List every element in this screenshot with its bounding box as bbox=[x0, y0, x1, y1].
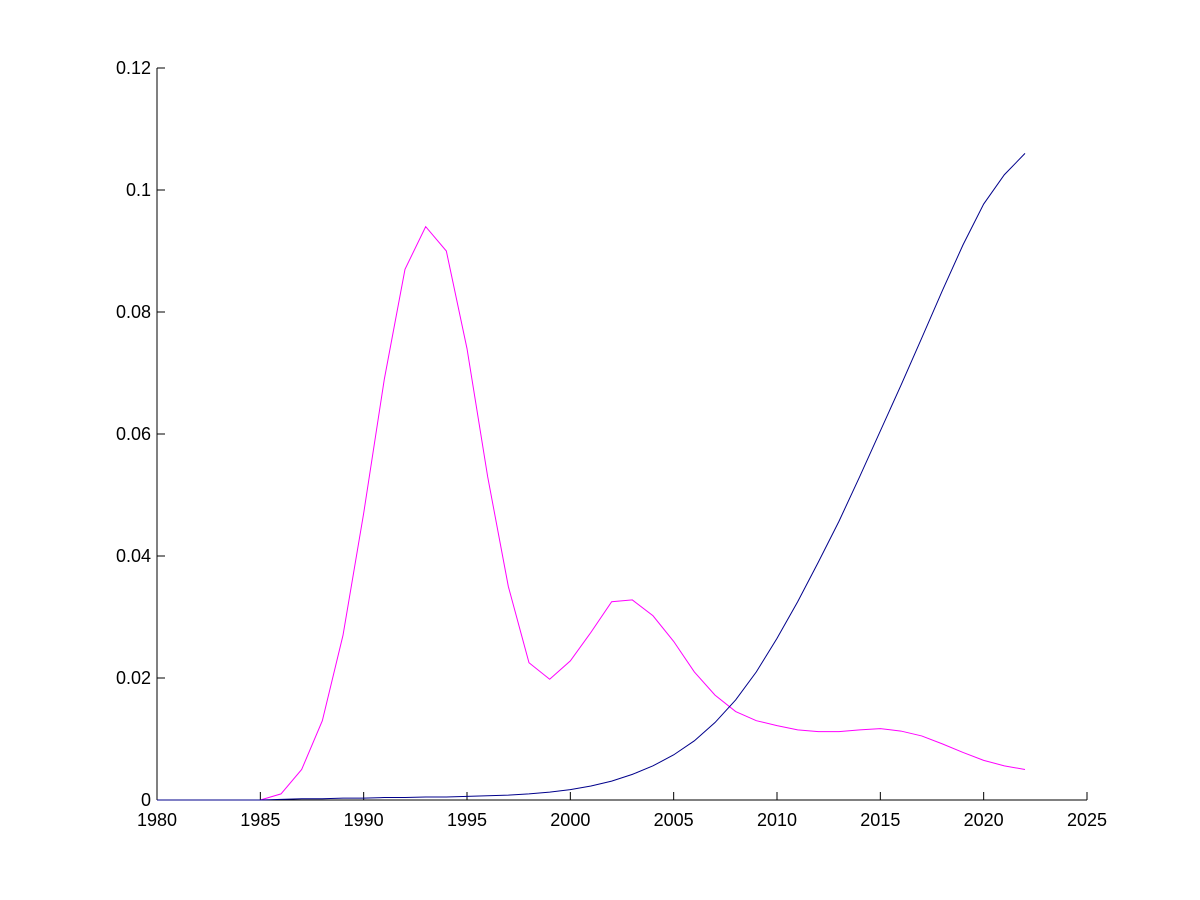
line-series bbox=[157, 153, 1026, 801]
x-tick-label: 1995 bbox=[447, 810, 487, 830]
x-tick-label: 2020 bbox=[964, 810, 1004, 830]
line-series bbox=[157, 225, 1026, 801]
y-tick-label: 0 bbox=[141, 790, 151, 810]
y-tick-label: 0.1 bbox=[126, 180, 151, 200]
x-tick-label: 2005 bbox=[654, 810, 694, 830]
x-tick-label: 1990 bbox=[344, 810, 384, 830]
x-tick-label: 1985 bbox=[240, 810, 280, 830]
y-tick-label: 0.12 bbox=[116, 58, 151, 78]
y-tick-label: 0.04 bbox=[116, 546, 151, 566]
x-tick-label: 2000 bbox=[550, 810, 590, 830]
x-tick-label: 2010 bbox=[757, 810, 797, 830]
x-tick-label: 1980 bbox=[137, 810, 177, 830]
x-tick-label: 2015 bbox=[860, 810, 900, 830]
y-tick-label: 0.06 bbox=[116, 424, 151, 444]
y-tick-label: 0.02 bbox=[116, 668, 151, 688]
y-tick-label: 0.08 bbox=[116, 302, 151, 322]
x-tick-label: 2025 bbox=[1067, 810, 1107, 830]
